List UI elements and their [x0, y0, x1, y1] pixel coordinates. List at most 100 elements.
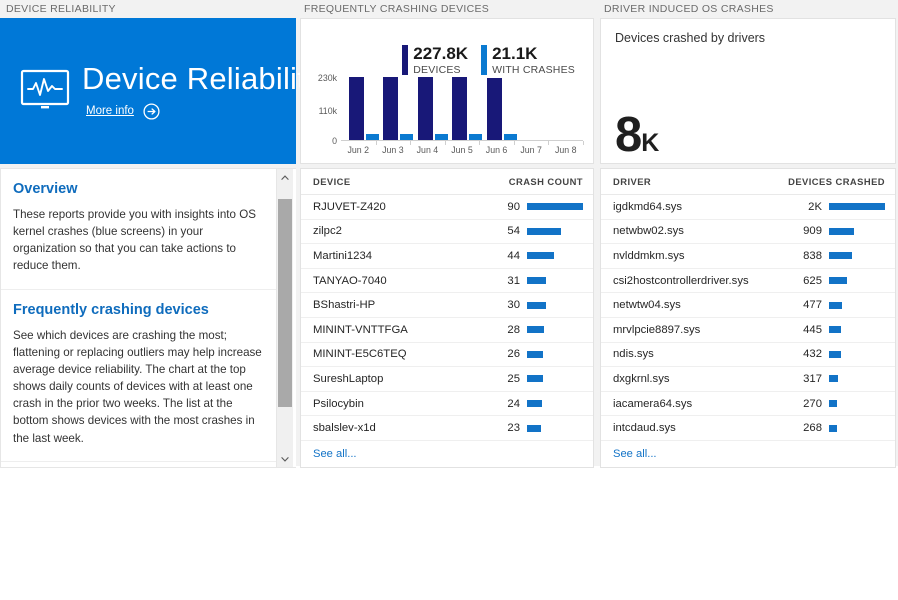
- device-value: 26: [507, 348, 520, 361]
- device-name: RJUVET-Z420: [313, 200, 386, 213]
- device-bar-track: [527, 301, 583, 309]
- page-title: Device Reliability: [82, 61, 322, 97]
- bar-with-crashes: [365, 134, 379, 140]
- device-value: 24: [507, 397, 520, 410]
- table-row[interactable]: Martini1234 44: [301, 244, 593, 269]
- device-bar-track: [527, 227, 583, 235]
- column-header-devices-crashed: DEVICES CRASHED: [788, 176, 885, 187]
- device-name: MININT-VNTTFGA: [313, 323, 408, 336]
- device-bar: [527, 227, 561, 235]
- info-heading: Frequently crashing devices: [13, 301, 209, 318]
- table-row[interactable]: iacamera64.sys 270: [601, 392, 895, 417]
- info-body: These reports provide you with insights …: [13, 208, 256, 273]
- device-value: 54: [507, 225, 520, 238]
- right-column: Devices crashed by drivers 8K DRIVER DEV…: [600, 18, 896, 468]
- kpi-unit: K: [641, 128, 660, 157]
- devices-table-body: RJUVET-Z420 90 zilpc2 54 Martini1234 44 TANYAO…: [301, 195, 593, 441]
- device-bar: [527, 326, 545, 334]
- table-row[interactable]: nvlddmkm.sys 838: [601, 244, 895, 269]
- driver-bar: [829, 277, 847, 285]
- table-row[interactable]: MININT-E5C6TEQ 26: [301, 343, 593, 368]
- driver-bar-track: [829, 252, 885, 260]
- arrow-right-circle-icon: [143, 102, 160, 120]
- table-row[interactable]: netwbw02.sys 909: [601, 220, 895, 245]
- table-row[interactable]: ndis.sys 432: [601, 343, 895, 368]
- chevron-up-icon[interactable]: [277, 169, 293, 186]
- table-row[interactable]: TANYAO-7040 31: [301, 269, 593, 294]
- more-info-link[interactable]: More info: [86, 102, 322, 120]
- x-axis-tick: [410, 141, 412, 145]
- x-axis-tick: [548, 141, 550, 145]
- crashing-devices-chart-card: 227.8K DEVICES 21.1K WITH CRASHES 0 110k 2…: [300, 18, 594, 164]
- legend-swatch: [481, 45, 488, 75]
- driver-value: 625: [803, 274, 822, 287]
- table-row[interactable]: zilpc2 54: [301, 220, 593, 245]
- bar-devices: [486, 78, 502, 140]
- driver-value: 909: [803, 225, 822, 238]
- driver-bar: [829, 252, 853, 260]
- device-name: zilpc2: [313, 225, 342, 238]
- device-reliability-hero-tile[interactable]: Device Reliability More info: [0, 18, 321, 164]
- legend-swatch: [402, 45, 409, 75]
- scrollbar-thumb[interactable]: [278, 199, 292, 407]
- driver-name: iacamera64.sys: [613, 397, 693, 410]
- bar-devices: [348, 77, 364, 140]
- table-row[interactable]: intcdaud.sys 268: [601, 416, 895, 441]
- table-row[interactable]: BShastri-HP 30: [301, 293, 593, 318]
- legend-text-group: 227.8K DEVICES: [413, 45, 468, 76]
- driver-bar: [829, 350, 842, 358]
- section-header-frequently-crashing-devices: FREQUENTLY CRASHING DEVICES: [304, 3, 490, 15]
- info-body: See which devices are crashing the most;…: [13, 328, 262, 445]
- device-bar-track: [527, 350, 583, 358]
- device-name: Martini1234: [313, 249, 373, 262]
- bar-devices: [417, 77, 433, 140]
- table-row[interactable]: dxgkrnl.sys 317: [601, 367, 895, 392]
- device-value: 30: [507, 299, 520, 312]
- driver-name: netwtw04.sys: [613, 299, 681, 312]
- device-value: 28: [507, 323, 520, 336]
- chevron-down-icon[interactable]: [277, 450, 293, 467]
- driver-name: ndis.sys: [613, 348, 654, 361]
- devices-see-all-link[interactable]: See all...: [313, 447, 357, 460]
- device-bar: [527, 252, 555, 260]
- device-bar: [527, 350, 544, 358]
- driver-bar: [829, 424, 837, 432]
- table-row[interactable]: Psilocybin 24: [301, 392, 593, 417]
- driver-bar-track: [829, 350, 885, 358]
- x-axis-tick-label: Jun 2: [347, 145, 370, 155]
- driver-value: 270: [803, 397, 822, 410]
- table-row[interactable]: sbalslev-x1d 23: [301, 416, 593, 441]
- kpi-value: 8: [615, 107, 642, 162]
- driver-bar: [829, 400, 837, 408]
- device-name: sbalslev-x1d: [313, 422, 376, 435]
- y-axis-tick-label: 110k: [318, 105, 337, 116]
- table-row[interactable]: csi2hostcontrollerdriver.sys 625: [601, 269, 895, 294]
- overview-scrollbar[interactable]: [276, 169, 293, 467]
- device-bar-track: [527, 277, 583, 285]
- device-value: 23: [507, 422, 520, 435]
- x-axis-line: [341, 140, 583, 141]
- drivers-see-all-link[interactable]: See all...: [613, 447, 657, 460]
- x-axis-tick-label: Jun 3: [382, 145, 404, 155]
- device-bar-track: [527, 203, 583, 211]
- bar-with-crashes: [469, 134, 483, 140]
- device-bar: [527, 400, 542, 408]
- device-bar-track: [527, 400, 583, 408]
- drivers-table-header: DRIVER DEVICES CRASHED: [601, 169, 895, 195]
- table-row[interactable]: netwtw04.sys 477: [601, 293, 895, 318]
- x-axis-tick-label: Jun 7: [520, 145, 542, 155]
- x-axis-tick: [513, 141, 515, 145]
- table-row[interactable]: MININT-VNTTFGA 28: [301, 318, 593, 343]
- table-row[interactable]: mrvlpcie8897.sys 445: [601, 318, 895, 343]
- driver-bar: [829, 301, 843, 309]
- driver-name: mrvlpcie8897.sys: [613, 323, 701, 336]
- driver-name: intcdaud.sys: [613, 422, 676, 435]
- column-header-driver: DRIVER: [613, 176, 652, 187]
- table-row[interactable]: igdkmd64.sys 2K: [601, 195, 895, 220]
- table-row[interactable]: RJUVET-Z420 90: [301, 195, 593, 220]
- device-name: Psilocybin: [313, 397, 364, 410]
- driver-name: dxgkrnl.sys: [613, 372, 670, 385]
- x-axis-tick: [444, 141, 446, 145]
- table-row[interactable]: SureshLaptop 25: [301, 367, 593, 392]
- overview-scroll-view: Overview These reports provide you with …: [1, 169, 276, 467]
